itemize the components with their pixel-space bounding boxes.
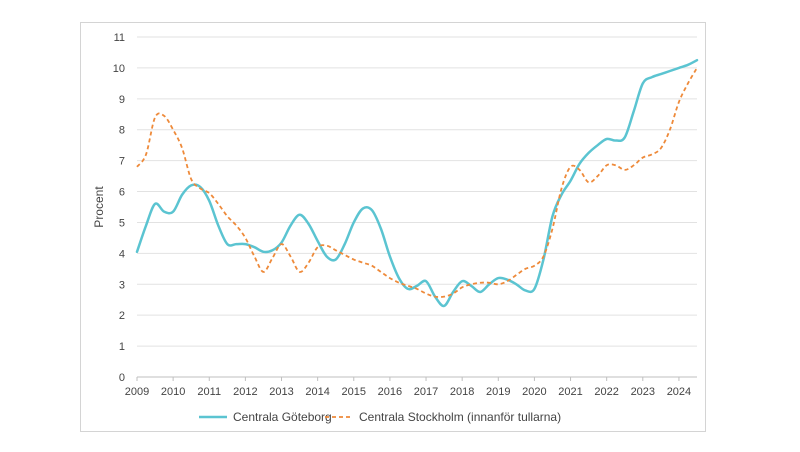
x-tick-label: 2018 [450,386,474,398]
y-tick-label: 8 [119,125,125,137]
series-line-2 [136,67,698,298]
x-tick-label: 2014 [305,386,329,398]
x-tick-label: 2015 [342,386,366,398]
x-axis-ticks: 2009 2010 2011 2012 2013 2014 2015 2016 2017 2018… [125,377,691,398]
chart-frame: 0 1 2 3 4 5 6 7 8 9 10 11 2009 2010 2011 2012 2013 2014 2… [80,22,706,432]
legend-label-2: Centrala Stockholm (innanför tullarna) [359,410,561,424]
x-tick-label: 2020 [522,386,546,398]
series-lines [135,58,699,308]
y-tick-label: 6 [119,187,125,199]
y-axis-label: Procent [92,186,106,228]
y-tick-label: 5 [119,217,125,229]
x-tick-label: 2017 [414,386,438,398]
grid-lines [137,36,697,347]
x-tick-label: 2024 [667,386,691,398]
x-tick-label: 2012 [233,386,257,398]
y-tick-label: 9 [119,94,125,106]
y-tick-label: 3 [119,279,125,291]
x-tick-label: 2022 [594,386,618,398]
y-tick-label: 10 [113,63,125,75]
y-tick-label: 2 [119,310,125,322]
y-tick-label: 0 [119,372,125,384]
x-tick-label: 2021 [558,386,582,398]
x-tick-label: 2010 [161,386,185,398]
x-tick-label: 2009 [125,386,149,398]
x-tick-label: 2013 [269,386,293,398]
y-axis-ticks: 0 1 2 3 4 5 6 7 8 9 10 11 [113,32,125,384]
legend: Centrala Göteborg Centrala Stockholm (inn… [199,410,561,424]
x-tick-label: 2011 [197,386,221,398]
series-line-1 [135,58,699,308]
x-tick-label: 2023 [631,386,655,398]
y-tick-label: 11 [114,32,125,44]
legend-label-1: Centrala Göteborg [233,410,332,424]
y-tick-label: 4 [119,248,125,260]
y-tick-label: 1 [119,341,125,353]
y-tick-label: 7 [119,156,125,168]
x-tick-label: 2019 [486,386,510,398]
x-tick-label: 2016 [378,386,402,398]
